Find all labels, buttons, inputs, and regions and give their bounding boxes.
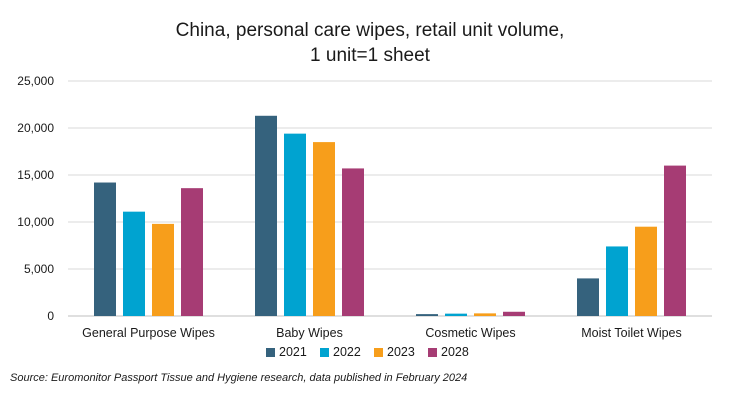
x-axis-categories: General Purpose Wipes Baby Wipes Cosmetic … bbox=[82, 326, 682, 340]
y-tick-label: 0 bbox=[47, 309, 54, 323]
bar bbox=[123, 211, 145, 316]
legend-label: 2021 bbox=[279, 345, 307, 359]
bar bbox=[313, 142, 335, 316]
x-category-label: Baby Wipes bbox=[276, 326, 343, 340]
chart-title-line: 1 unit=1 sheet bbox=[310, 45, 431, 66]
bar bbox=[416, 314, 438, 316]
y-tick-label: 5,000 bbox=[24, 262, 54, 276]
x-category-label: General Purpose Wipes bbox=[82, 326, 215, 340]
legend-label: 2022 bbox=[333, 345, 361, 359]
bars bbox=[94, 115, 686, 316]
bar-chart: China, personal care wipes, retail unit … bbox=[17, 20, 712, 359]
bar bbox=[503, 311, 525, 316]
legend-swatch bbox=[374, 348, 383, 357]
y-axis-ticks: 0 5,000 10,000 15,000 20,000 25,000 bbox=[17, 74, 54, 323]
y-tick-label: 15,000 bbox=[17, 168, 54, 182]
legend-swatch bbox=[320, 348, 329, 357]
legend-label: 2023 bbox=[387, 345, 415, 359]
gridlines bbox=[68, 80, 712, 317]
bar bbox=[606, 246, 628, 316]
bar bbox=[255, 115, 277, 316]
y-tick-label: 25,000 bbox=[17, 74, 54, 88]
chart-title-line: China, personal care wipes, retail unit … bbox=[176, 20, 565, 41]
bar bbox=[94, 182, 116, 316]
legend: 2021 2022 2023 2028 bbox=[266, 345, 469, 359]
bar bbox=[635, 226, 657, 316]
bar bbox=[181, 188, 203, 316]
y-tick-label: 10,000 bbox=[17, 215, 54, 229]
x-category-label: Moist Toilet Wipes bbox=[581, 326, 682, 340]
bar bbox=[664, 165, 686, 316]
bar bbox=[152, 223, 174, 316]
chart-title: China, personal care wipes, retail unit … bbox=[176, 20, 565, 66]
bar bbox=[284, 133, 306, 316]
legend-swatch bbox=[428, 348, 437, 357]
x-category-label: Cosmetic Wipes bbox=[425, 326, 515, 340]
y-tick-label: 20,000 bbox=[17, 121, 54, 135]
source-note: Source: Euromonitor Passport Tissue and … bbox=[10, 372, 468, 384]
bar bbox=[445, 313, 467, 316]
legend-swatch bbox=[266, 348, 275, 357]
legend-label: 2028 bbox=[441, 345, 469, 359]
bar bbox=[577, 278, 599, 316]
bar bbox=[474, 313, 496, 316]
bar bbox=[342, 168, 364, 316]
